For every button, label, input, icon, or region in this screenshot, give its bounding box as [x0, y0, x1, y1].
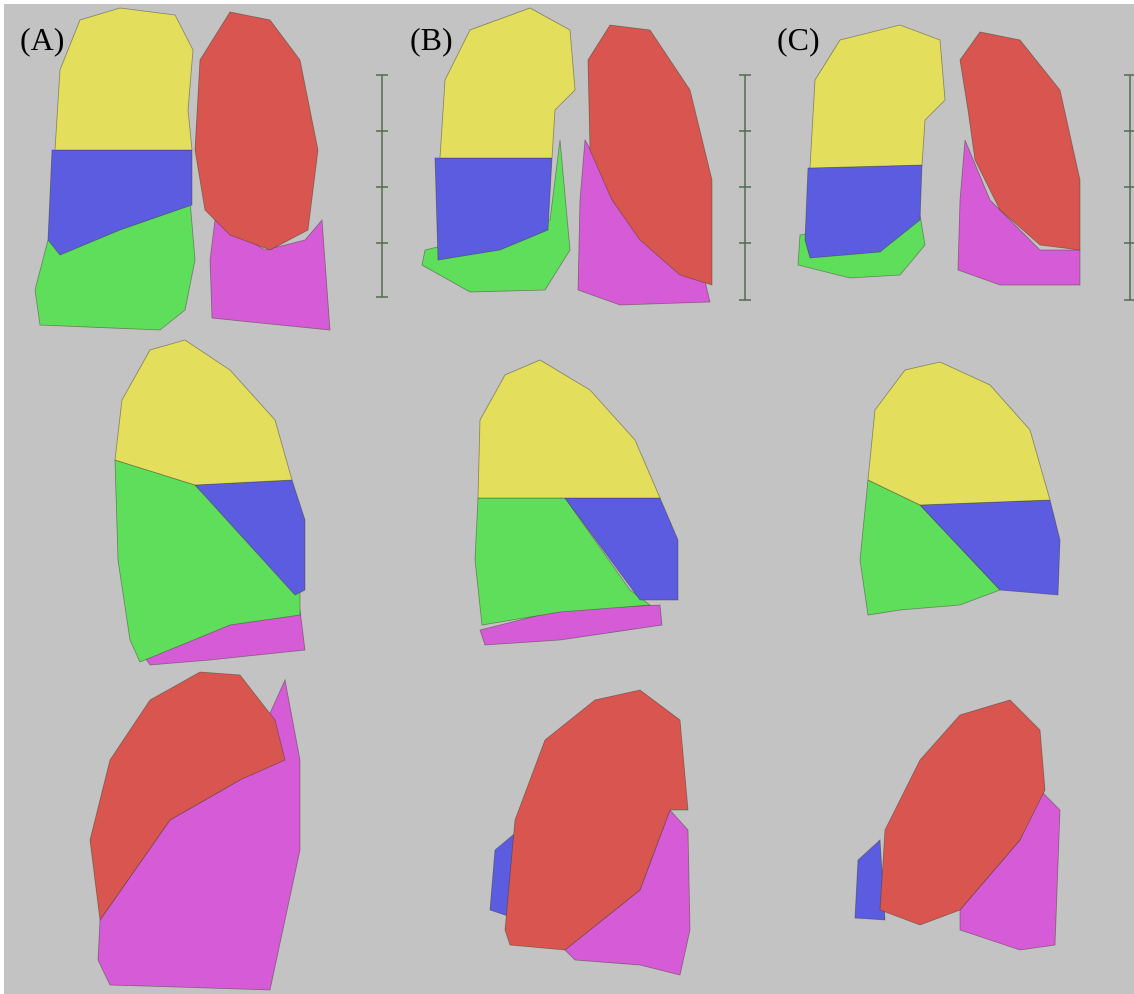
figure: (A) (B) (C): [0, 0, 1134, 994]
page: {"labels": ["(A)", "(B)", "(C)"]}: [0, 0, 1134, 994]
lung-front-a: [35, 8, 330, 330]
panel-label: (A): [20, 21, 64, 57]
panel-label: (B): [410, 21, 453, 57]
panel-label: (C): [777, 21, 820, 57]
